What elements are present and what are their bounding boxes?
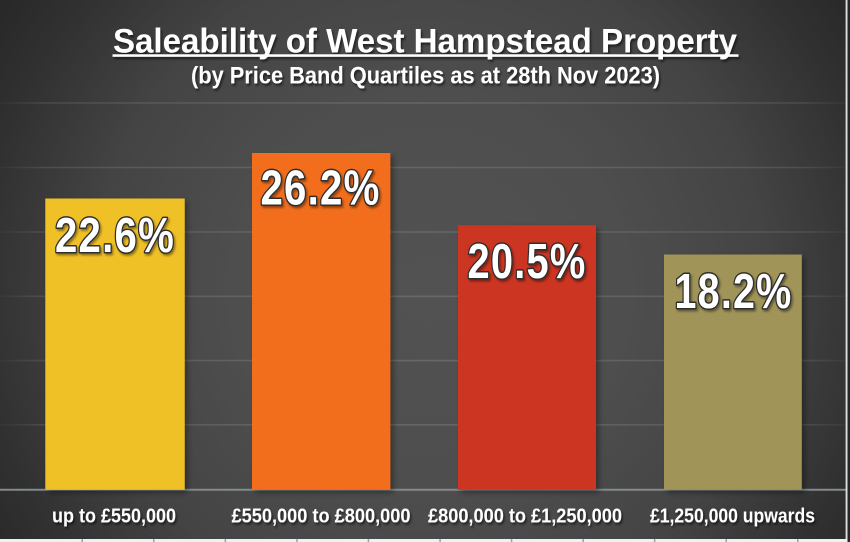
svg-text:20.5%: 20.5% <box>468 235 587 289</box>
svg-text:up to £550,000: up to £550,000 <box>52 505 176 528</box>
svg-text:Saleability of West Hampstead: Saleability of West Hampstead Property <box>113 23 737 61</box>
svg-text:26.2%: 26.2% <box>261 162 381 216</box>
svg-text:18.2%: 18.2% <box>675 265 793 319</box>
svg-text:(by Price Band Quartiles as at: (by Price Band Quartiles as at 28th Nov … <box>191 63 660 90</box>
svg-text:£1,250,000 upwards: £1,250,000 upwards <box>650 505 815 528</box>
svg-text:22.6%: 22.6% <box>55 209 175 263</box>
svg-text:£550,000 to £800,000: £550,000 to £800,000 <box>232 505 411 528</box>
svg-text:£800,000 to £1,250,000: £800,000 to £1,250,000 <box>428 505 622 528</box>
